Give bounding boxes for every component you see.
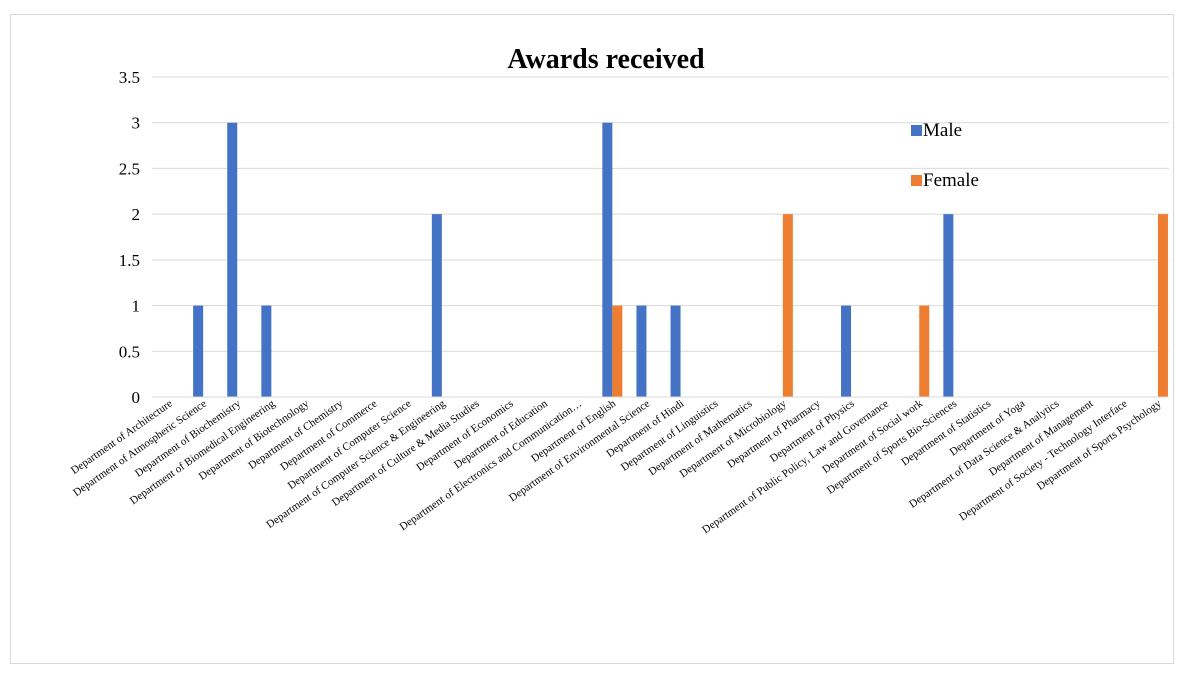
bar-male-15 bbox=[670, 305, 681, 397]
bars bbox=[193, 122, 1168, 397]
bar-male-8 bbox=[431, 214, 442, 397]
y-tick-label: 3.5 bbox=[119, 68, 140, 87]
bar-male-13 bbox=[602, 122, 613, 397]
y-tick-label: 2 bbox=[132, 205, 141, 224]
bar-female-22 bbox=[919, 305, 930, 397]
y-tick-label: 2.5 bbox=[119, 159, 140, 178]
y-tick-label: 1.5 bbox=[119, 251, 140, 270]
legend-swatch-male bbox=[911, 125, 922, 136]
y-axis-ticks: 0 0.5 1 1.5 2 2.5 3 3.5 bbox=[119, 68, 140, 407]
y-tick-label: 3 bbox=[132, 114, 141, 133]
bar-chart: 0 0.5 1 1.5 2 2.5 3 3.5 Department of Architect… bbox=[69, 44, 1169, 536]
y-tick-label: 1 bbox=[132, 297, 141, 316]
x-category-label: Department of Atmospheric Science bbox=[71, 398, 209, 500]
bar-male-1 bbox=[193, 305, 204, 397]
y-tick-label: 0 bbox=[132, 388, 141, 407]
bar-female-29 bbox=[1157, 214, 1168, 397]
bar-male-20 bbox=[841, 305, 852, 397]
y-tick-label: 0.5 bbox=[119, 342, 140, 361]
gridlines bbox=[152, 76, 1169, 352]
legend-label-female: Female bbox=[923, 170, 979, 191]
legend: Male Female bbox=[911, 120, 979, 191]
bar-male-14 bbox=[636, 305, 647, 397]
legend-label-male: Male bbox=[923, 120, 962, 141]
legend-swatch-female bbox=[911, 175, 922, 186]
chart-area: 0 0.5 1 1.5 2 2.5 3 3.5 Department of Architect… bbox=[10, 14, 1174, 664]
bar-male-3 bbox=[261, 305, 272, 397]
bar-female-13 bbox=[612, 305, 623, 397]
chart-title: Awards received bbox=[507, 44, 705, 75]
bar-male-23 bbox=[943, 214, 954, 397]
bar-female-18 bbox=[782, 214, 793, 397]
bar-male-2 bbox=[227, 122, 238, 397]
